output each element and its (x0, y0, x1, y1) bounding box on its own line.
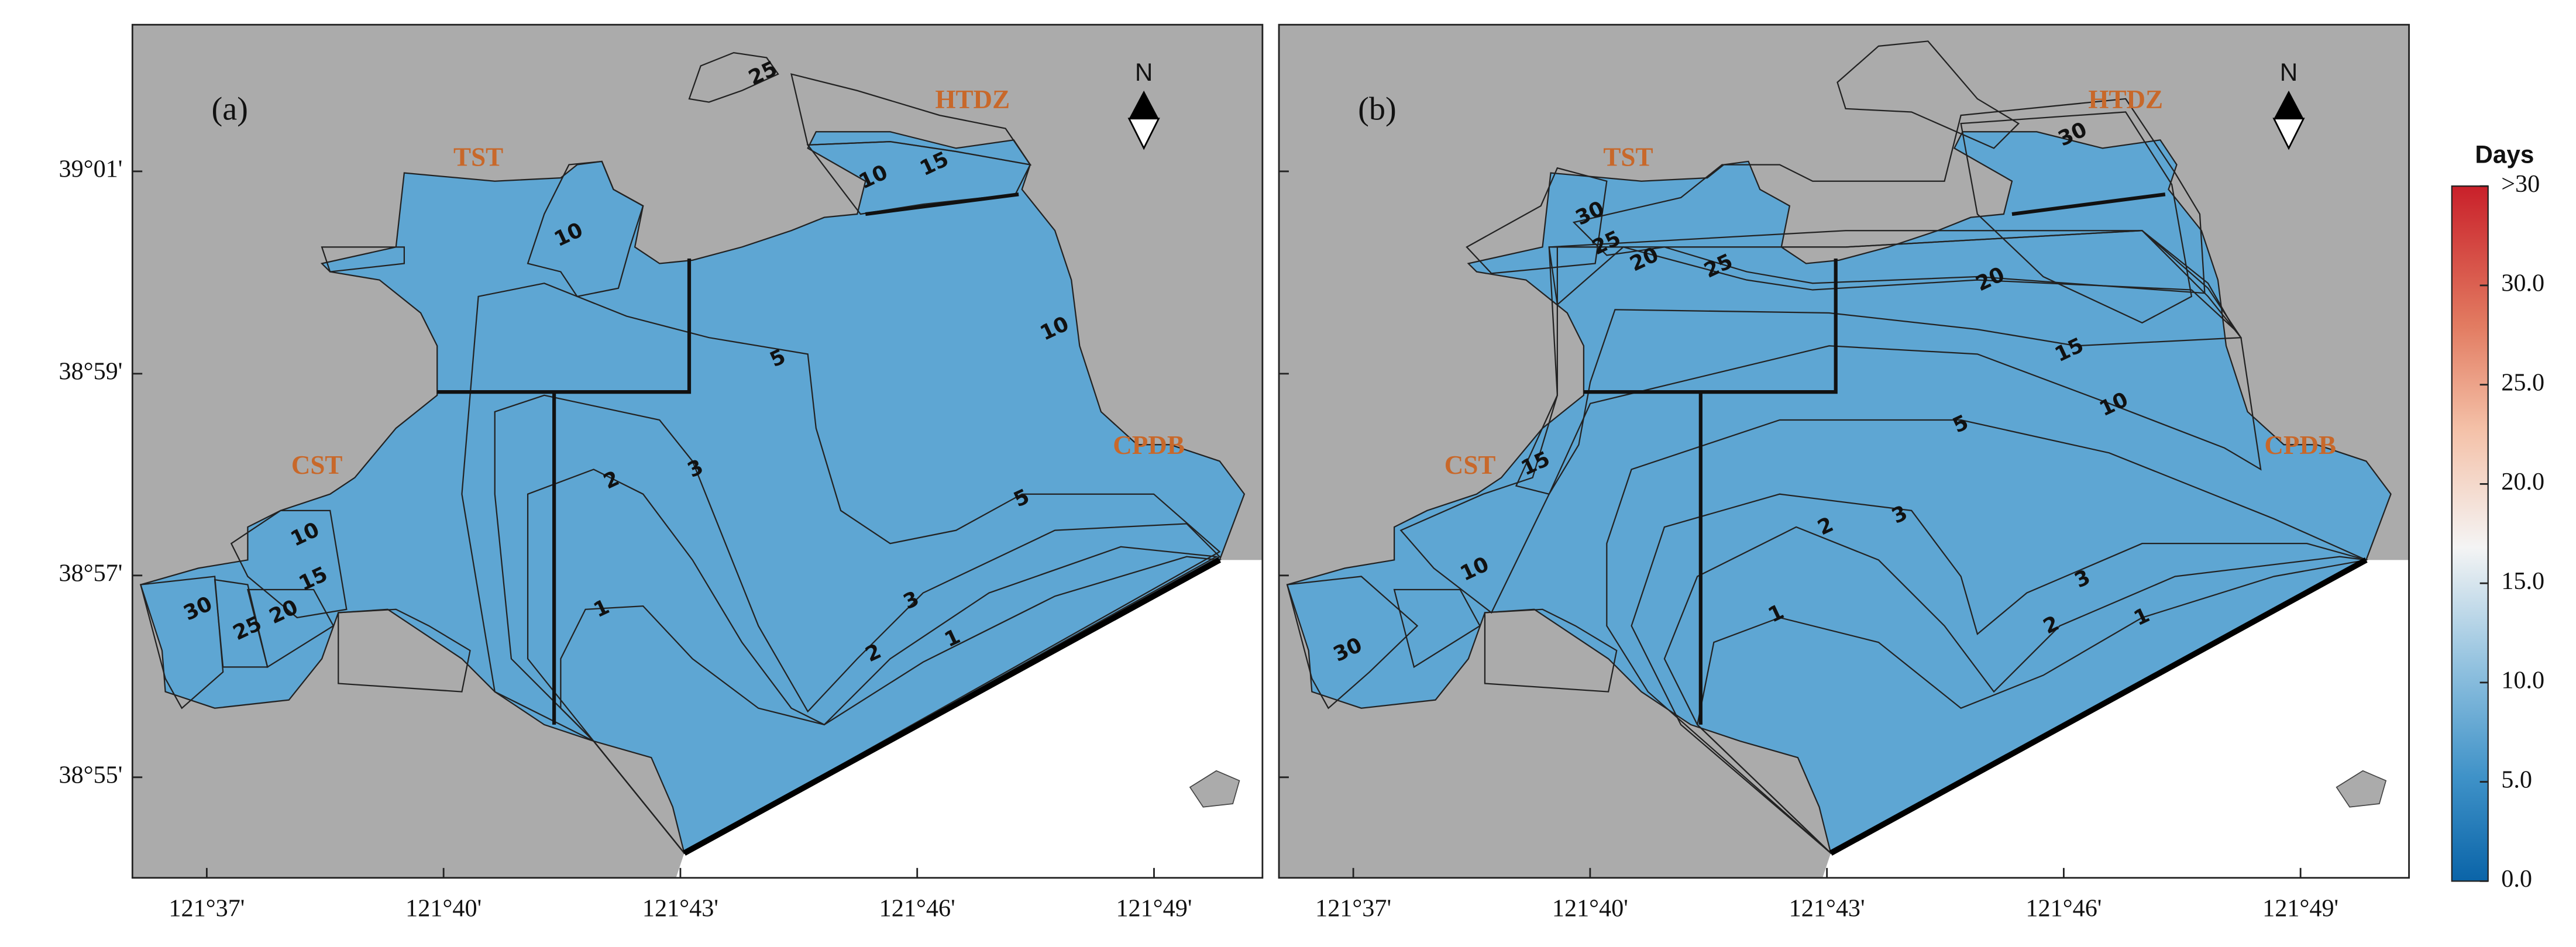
zone-15-20 (338, 608, 471, 693)
x-tick-label: 121°43' (642, 895, 718, 922)
north-label: N (2280, 58, 2298, 86)
x-tick-label: 121°49' (2262, 895, 2338, 922)
x-tick-label: 121°46' (879, 895, 955, 922)
place-label: HTDZ (2088, 85, 2163, 114)
place-label: CST (1445, 450, 1496, 480)
colorbar-tick-label: 0.0 (2501, 865, 2532, 893)
zone-3-5 (461, 283, 1221, 854)
place-label: CPDB (1113, 431, 1185, 460)
panel-b-frame (1278, 23, 2410, 879)
panel-a-frame (131, 23, 1264, 879)
zone-15-20 (1515, 230, 2243, 495)
x-tick-label: 121°46' (2025, 895, 2102, 922)
zone-10-15 (1484, 608, 1618, 693)
north-arrow (1127, 118, 1160, 150)
colorbar-title: Days (2475, 141, 2534, 168)
open-boundary (683, 557, 1222, 856)
zone-10-15 (527, 160, 644, 298)
x-tick-label: 121°37' (168, 895, 245, 922)
x-tick-label: 121°40' (1552, 895, 1628, 922)
x-tick-label: 121°40' (405, 895, 482, 922)
zone-10-15 (1399, 230, 2262, 614)
place-label: HTDZ (935, 85, 1010, 114)
y-tick-label: 38°55' (59, 761, 122, 788)
section-line (1583, 259, 1838, 394)
zone-30 (1836, 40, 2020, 149)
section-line (2011, 192, 2166, 216)
y-tick-label: 38°59' (59, 358, 122, 385)
place-label: TST (453, 142, 503, 171)
colorbar-tick-label: 5.0 (2501, 766, 2532, 793)
panel-label: (a) (211, 91, 247, 127)
colorbar-tick-label: 25.0 (2501, 369, 2544, 396)
panel-b-map (1279, 25, 2409, 878)
x-tick-label: 121°49' (1116, 895, 1192, 922)
zone-10-15 (230, 509, 348, 619)
north-arrow (2272, 118, 2305, 150)
zone-30 (1960, 111, 2193, 324)
island (1189, 770, 1240, 808)
zone-25-30 (1572, 98, 2206, 294)
open-sea (676, 560, 1263, 878)
open-sea (1822, 560, 2409, 878)
section-line (437, 259, 692, 394)
north-arrow (2274, 90, 2304, 119)
zone-3-5 (1606, 419, 2368, 854)
zone-25-30 (688, 51, 779, 103)
zone-30 (139, 576, 224, 710)
place-label: CST (291, 450, 343, 480)
zone-15-20 (790, 73, 1032, 166)
panel-a-map (132, 25, 1263, 878)
north-label: N (1135, 58, 1153, 86)
open-boundary (1829, 557, 2368, 856)
colorbar-tick-label: 10.0 (2501, 667, 2544, 694)
colorbar-tick-label: 15.0 (2501, 567, 2544, 595)
colorbar-tick-label: >30 (2501, 170, 2540, 198)
y-tick-label: 39°01' (59, 156, 122, 183)
zone-30 (1466, 167, 1608, 274)
place-label: CPDB (2264, 431, 2336, 460)
zone-30 (1286, 576, 1419, 710)
x-tick-label: 121°43' (1789, 895, 1865, 922)
zone-0-1 (560, 556, 1222, 854)
colorbar (2451, 185, 2489, 882)
x-tick-label: 121°37' (1315, 895, 1391, 922)
y-tick-label: 38°57' (59, 560, 122, 587)
colorbar-tick-label: 30.0 (2501, 270, 2544, 297)
zone-10-15 (321, 246, 405, 273)
zone-20-25 (1393, 588, 1481, 669)
colorbar-tick-label: 20.0 (2501, 468, 2544, 495)
island (2336, 770, 2387, 808)
north-arrow (1129, 90, 1159, 119)
panel-label: (b) (1358, 91, 1397, 127)
section-line (865, 192, 1019, 216)
place-label: TST (1603, 142, 1653, 171)
